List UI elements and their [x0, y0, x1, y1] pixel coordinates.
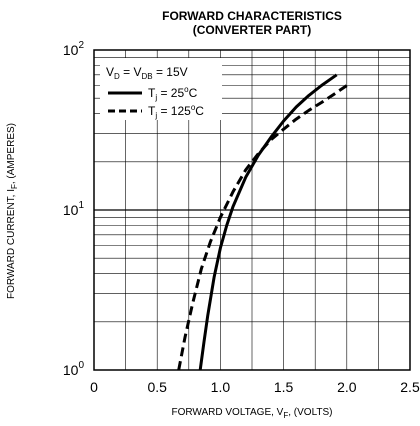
x-tick-label: 1.0 [211, 379, 231, 395]
y-tick-exponent: 2 [78, 40, 84, 51]
legend-label-25c: Tj = 25oC [148, 85, 198, 102]
legend-header: VD = VDB = 15V [106, 65, 188, 81]
x-axis-label-end: , (VOLTS) [288, 407, 332, 418]
legend-25c-t: T [148, 86, 156, 100]
x-tick-label: 2.0 [337, 379, 357, 395]
y-tick-base: 10 [63, 42, 79, 58]
y-tick-base: 10 [63, 202, 79, 218]
y-tick-exponent: 1 [78, 200, 84, 211]
y-tick-label: 101 [63, 200, 85, 218]
x-axis-label-subscript: F [283, 411, 288, 420]
series-line-1 [177, 84, 348, 371]
y-tick-label: 102 [63, 40, 85, 58]
legend-125c-rest: = 125 [157, 104, 191, 118]
legend-header-eq: = V [120, 65, 142, 79]
legend-125c-degree: o [191, 103, 196, 112]
chart-title: FORWARD CHARACTERISTICS [162, 9, 342, 23]
y-axis-label-subscript: F [10, 184, 19, 189]
legend-125c-sub: j [154, 111, 157, 120]
y-tick-exponent: 0 [78, 360, 84, 371]
legend-header-v: V [106, 65, 114, 79]
legend-25c-unit: C [189, 86, 198, 100]
series-line-0 [198, 73, 338, 371]
plot-frame [93, 49, 411, 371]
y-tick-base: 10 [63, 362, 79, 378]
legend-25c-rest: = 25 [157, 86, 184, 100]
legend-header-sub-db: DB [141, 72, 152, 81]
chart-subtitle: (CONVERTER PART) [193, 23, 311, 37]
legend-25c-sub: j [154, 93, 157, 102]
x-tick-labels: 0 0.5 1.0 1.5 2.0 2.5 [90, 379, 420, 395]
x-axis-label: FORWARD VOLTAGE, VF, (VOLTS) [171, 407, 332, 420]
legend-header-value: = 15V [153, 65, 188, 79]
x-axis-label-main: FORWARD VOLTAGE, V [171, 407, 283, 418]
legend-125c-t: T [148, 104, 156, 118]
x-tick-label: 1.5 [274, 379, 294, 395]
y-axis-label-main: FORWARD CURRENT, I [6, 189, 17, 299]
y-axis-label: FORWARD CURRENT, IF, (AMPERES) [6, 123, 19, 299]
x-tick-label: 0 [90, 379, 98, 395]
legend-label-125c: Tj = 125oC [148, 103, 204, 120]
y-axis-label-end: , (AMPERES) [6, 123, 17, 184]
legend-header-sub-d: D [114, 72, 120, 81]
legend-125c-unit: C [195, 104, 204, 118]
legend-25c-degree: o [184, 85, 189, 94]
x-tick-label: 2.5 [400, 379, 420, 395]
x-tick-label: 0.5 [147, 379, 167, 395]
legend: VD = VDB = 15V Tj = 25oC Tj = 125oC [100, 58, 222, 120]
y-tick-label: 100 [63, 360, 85, 378]
series-layer [177, 73, 348, 371]
